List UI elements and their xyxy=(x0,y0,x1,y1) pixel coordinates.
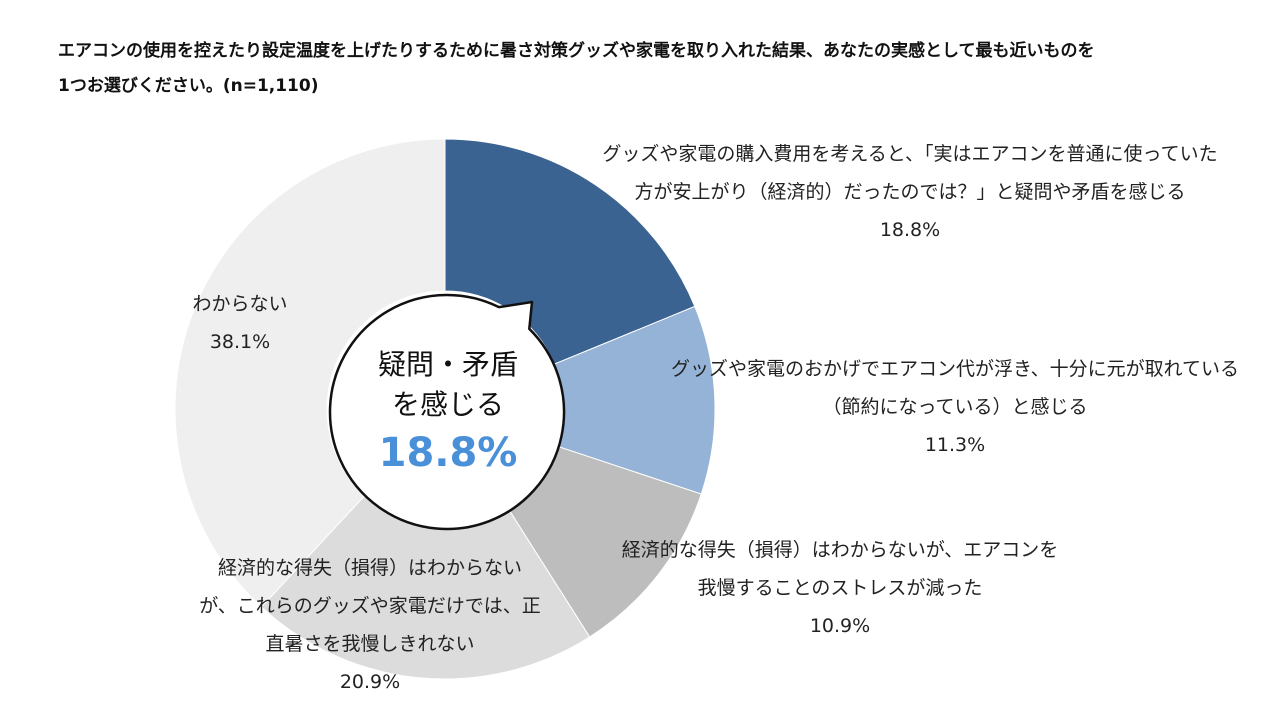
slice-value-label: 18.8% xyxy=(879,219,941,241)
slice-label-line: 方が安上がり（経済的）だったのでは？」と疑問や矛盾を感じる xyxy=(634,181,1186,203)
slice-label-purchase-cost: グッズや家電の購入費用を考えると、「実はエアコンを普通に使っていた 方が安上がり… xyxy=(560,135,1260,249)
chart-title: エアコンの使用を控えたり設定温度を上げたりするために暑さ対策グッズや家電を取り入… xyxy=(58,41,1095,96)
callout-line: 疑問・矛盾 xyxy=(377,348,518,381)
slice-label-line: グッズや家電のおかげでエアコン代が浮き、十分に元が取れている xyxy=(670,358,1240,380)
slice-value-label: 38.1% xyxy=(209,331,271,353)
slice-label-line: 我慢することのストレスが減った xyxy=(697,577,983,599)
slice-label-cannot-endure: 経済的な得失（損得）はわからない が、これらのグッズや家電だけでは、正 直暑さを… xyxy=(175,549,565,701)
slice-value-label: 11.3% xyxy=(924,434,986,456)
slice-label-savings: グッズや家電のおかげでエアコン代が浮き、十分に元が取れている （節約になっている… xyxy=(650,350,1260,464)
slice-label-line: 直暑さを我慢しきれない xyxy=(265,633,475,655)
donut-slice xyxy=(174,138,446,608)
slice-label-line: 経済的な得失（損得）はわからないが、エアコンを xyxy=(621,539,1059,561)
slice-label-line: グッズや家電の購入費用を考えると、「実はエアコンを普通に使っていた xyxy=(602,143,1218,165)
callout-value: 18.8% xyxy=(378,430,518,476)
slice-label-line: 経済的な得失（損得）はわからない xyxy=(217,557,522,579)
slice-label-line: （節約になっている）と感じる xyxy=(822,396,1088,418)
slice-label-line: が、これらのグッズや家電だけでは、正 xyxy=(199,595,541,617)
callout-text: 疑問・矛盾 を感じる 18.8% xyxy=(338,345,558,481)
slice-value-label: 20.9% xyxy=(339,671,401,693)
slice-label-stress-reduced: 経済的な得失（損得）はわからないが、エアコンを 我慢することのストレスが減った … xyxy=(580,531,1100,645)
slice-value-label: 10.9% xyxy=(809,615,871,637)
slice-label-line: わからない xyxy=(192,293,288,315)
callout-line: を感じる xyxy=(391,388,504,421)
slice-label-dont-know: わからない 38.1% xyxy=(170,285,310,361)
callout-bubble xyxy=(328,293,566,531)
